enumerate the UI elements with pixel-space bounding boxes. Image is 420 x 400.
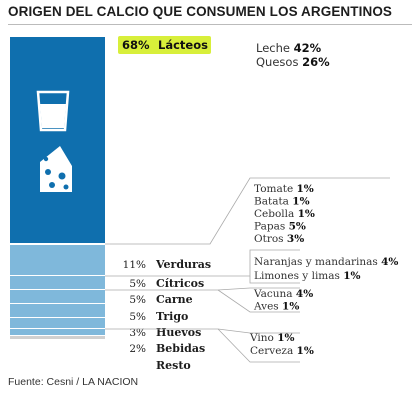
bar-trigo — [10, 304, 105, 317]
bebidas-pct-label: 2% — [129, 343, 146, 355]
huevos-name-label: Huevos — [156, 326, 201, 339]
chart-title: ORIGEN DEL CALCIO QUE CONSUMEN LOS ARGEN… — [8, 4, 393, 19]
connector-carne-bottom — [217, 289, 300, 313]
carne-detail-1: Vacuna 4% — [253, 288, 313, 300]
lacteos-name-label: Lácteos — [158, 38, 208, 52]
connector-bebidas-top — [105, 328, 300, 334]
milk-glass-icon — [36, 90, 70, 132]
citricos-pct-label: 5% — [129, 278, 146, 290]
lacteos-detail-2: Quesos 26% — [256, 55, 330, 69]
bar-citricos — [10, 276, 105, 289]
verduras-detail-1: Tomate 1% — [254, 183, 314, 195]
connector-verduras — [105, 177, 390, 245]
lacteos-detail-1: Leche 42% — [256, 41, 322, 55]
lacteos-pct-label: 68% — [122, 38, 150, 52]
carne-pct-label: 5% — [129, 294, 146, 306]
connector-citricos-top — [105, 249, 300, 277]
citricos-name-label: Cítricos — [156, 277, 204, 290]
bebidas-name-label: Bebidas — [156, 342, 205, 355]
carne-detail-2: Aves 1% — [253, 301, 299, 313]
verduras-detail-5: Otros 3% — [254, 233, 304, 245]
resto-name-label: Resto — [156, 359, 191, 372]
trigo-name-label: Trigo — [156, 310, 188, 323]
citricos-detail-2: Limones y limas 1% — [254, 270, 361, 282]
trigo-pct-label: 5% — [129, 311, 146, 323]
cheese-icon — [40, 146, 72, 192]
verduras-detail-3: Cebolla 1% — [254, 208, 315, 220]
citricos-detail-1: Naranjas y mandarinas 4% — [254, 256, 398, 268]
source-note: Fuente: Cesni / LA NACION — [8, 376, 139, 388]
bebidas-detail-1: Vino 1% — [249, 332, 294, 344]
bebidas-detail-2: Cerveza 1% — [250, 345, 314, 357]
bar-bebidas — [10, 329, 105, 335]
bar-verduras — [10, 245, 105, 275]
lacteos-highlight — [118, 36, 211, 54]
carne-name-label: Carne — [156, 293, 193, 306]
bar-resto — [10, 336, 105, 339]
bar-huevos — [10, 318, 105, 328]
connector-carne-top — [105, 287, 300, 291]
huevos-pct-label: 3% — [129, 327, 146, 339]
connector-citricos-bottom — [249, 276, 300, 284]
verduras-detail-2: Batata 1% — [254, 196, 310, 208]
verduras-pct-label: 11% — [123, 259, 146, 271]
bar-lacteos — [10, 37, 105, 243]
title-divider — [8, 24, 412, 25]
bar-carne — [10, 290, 105, 303]
verduras-name-label: Verduras — [155, 258, 211, 271]
connector-bebidas-bottom — [217, 328, 300, 363]
verduras-detail-4: Papas 5% — [254, 221, 306, 233]
